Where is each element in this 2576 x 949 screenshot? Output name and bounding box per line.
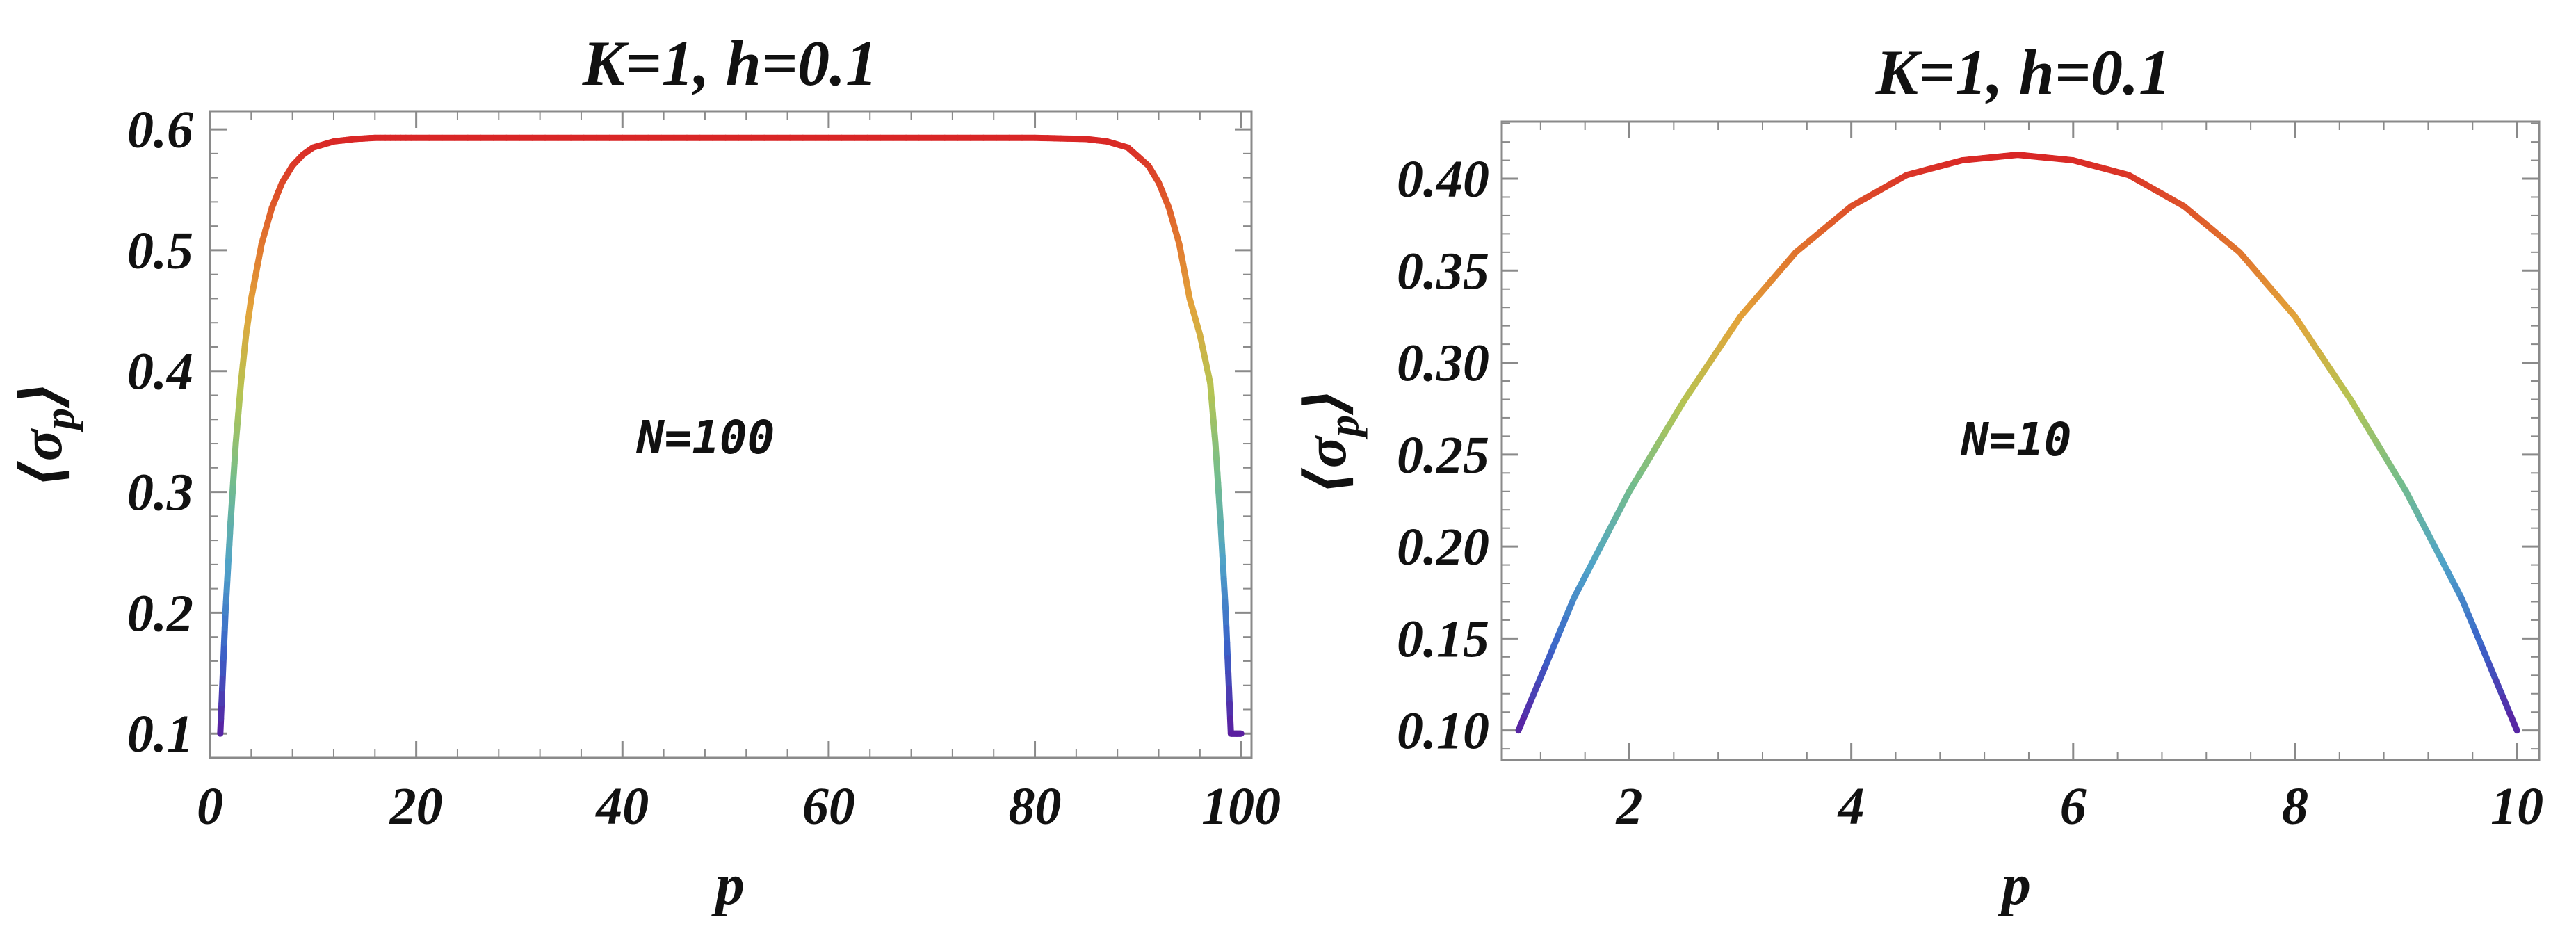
- x-tick-label: 6: [2060, 777, 2087, 836]
- x-tick-label: 10: [2490, 777, 2543, 836]
- y-tick-label: 0.5: [127, 222, 193, 280]
- x-tick-label: 60: [802, 777, 855, 836]
- x-tick-label: 100: [1201, 777, 1281, 836]
- plot-frame: [1500, 120, 2541, 761]
- y-tick-label: 0.25: [1397, 426, 1489, 485]
- x-tick-label: 2: [1616, 777, 1643, 836]
- x-tick-label: 40: [594, 777, 649, 836]
- x-tick-label: 20: [389, 777, 443, 836]
- data-curve: [1515, 152, 2520, 734]
- y-tick-label: 0.15: [1397, 610, 1489, 668]
- y-axis-label: ⟨σp⟩: [10, 381, 83, 487]
- y-tick-label: 0.1: [127, 705, 193, 763]
- n-annotation: N=100: [636, 411, 775, 464]
- left-chart-panel: 0 20 40 60 80 100 0.1 0.2 0.3 0.4 0.5 0.6 K=1, h=0.1…: [10, 28, 1281, 917]
- y-axis-label: ⟨σp⟩: [1294, 388, 1368, 494]
- curve-segment: [2506, 711, 2520, 734]
- x-tick-label: 80: [1009, 777, 1062, 836]
- x-tick-label: 4: [1837, 777, 1865, 836]
- right-chart-panel: 2 4 6 8 10 0.10 0.15 0.20 0.25 0.30 0.35 0.40 K=1, h…: [1294, 37, 2543, 917]
- y-tick-label: 0.20: [1397, 518, 1489, 576]
- y-tick-label: 0.30: [1397, 334, 1489, 393]
- chart-title: K=1, h=0.1: [1875, 37, 2171, 108]
- y-tick-label: 0.2: [127, 584, 193, 642]
- x-axis-label: p: [1998, 852, 2031, 917]
- plot-frame: [209, 110, 1253, 759]
- y-tick-label: 0.3: [127, 464, 193, 522]
- y-tick-label: 0.10: [1397, 702, 1489, 761]
- x-axis-label: p: [711, 852, 745, 917]
- y-tick-label: 0.40: [1397, 150, 1489, 209]
- y-tick-label: 0.35: [1397, 242, 1489, 300]
- y-tick-label: 0.6: [127, 101, 193, 159]
- x-tick-label: 8: [2282, 777, 2308, 836]
- n-annotation: N=10: [1961, 413, 2072, 467]
- chart-title: K=1, h=0.1: [582, 28, 877, 99]
- data-curve: [217, 134, 1245, 737]
- x-tick-label: 0: [197, 777, 223, 836]
- y-tick-label: 0.4: [127, 343, 193, 401]
